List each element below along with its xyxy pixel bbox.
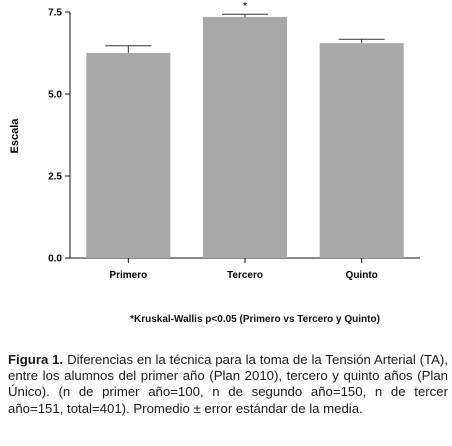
bar [203, 16, 287, 259]
y-tick-label: 7.5 [48, 8, 62, 19]
caption-text: Diferencias en la técnica para la toma d… [8, 352, 448, 416]
y-tick-label: 5.0 [48, 90, 62, 101]
y-tick-label: 0.0 [48, 254, 62, 265]
x-tick-label: Quinto [346, 270, 378, 281]
y-tick-label: 2.5 [48, 172, 62, 183]
y-axis-label: Escala [9, 118, 21, 154]
x-tick-label: Tercero [227, 270, 263, 281]
x-tick-label: Primero [109, 270, 147, 281]
bar [86, 53, 171, 258]
significance-annotation: * [243, 0, 248, 12]
figure-caption: Figura 1. Diferencias en la técnica para… [8, 352, 448, 417]
caption-label: Figura 1. [8, 352, 64, 367]
bar [319, 43, 404, 258]
footnote: *Kruskal-Wallis p<0.05 (Primero vs Terce… [130, 314, 380, 325]
bars: * [86, 0, 404, 259]
